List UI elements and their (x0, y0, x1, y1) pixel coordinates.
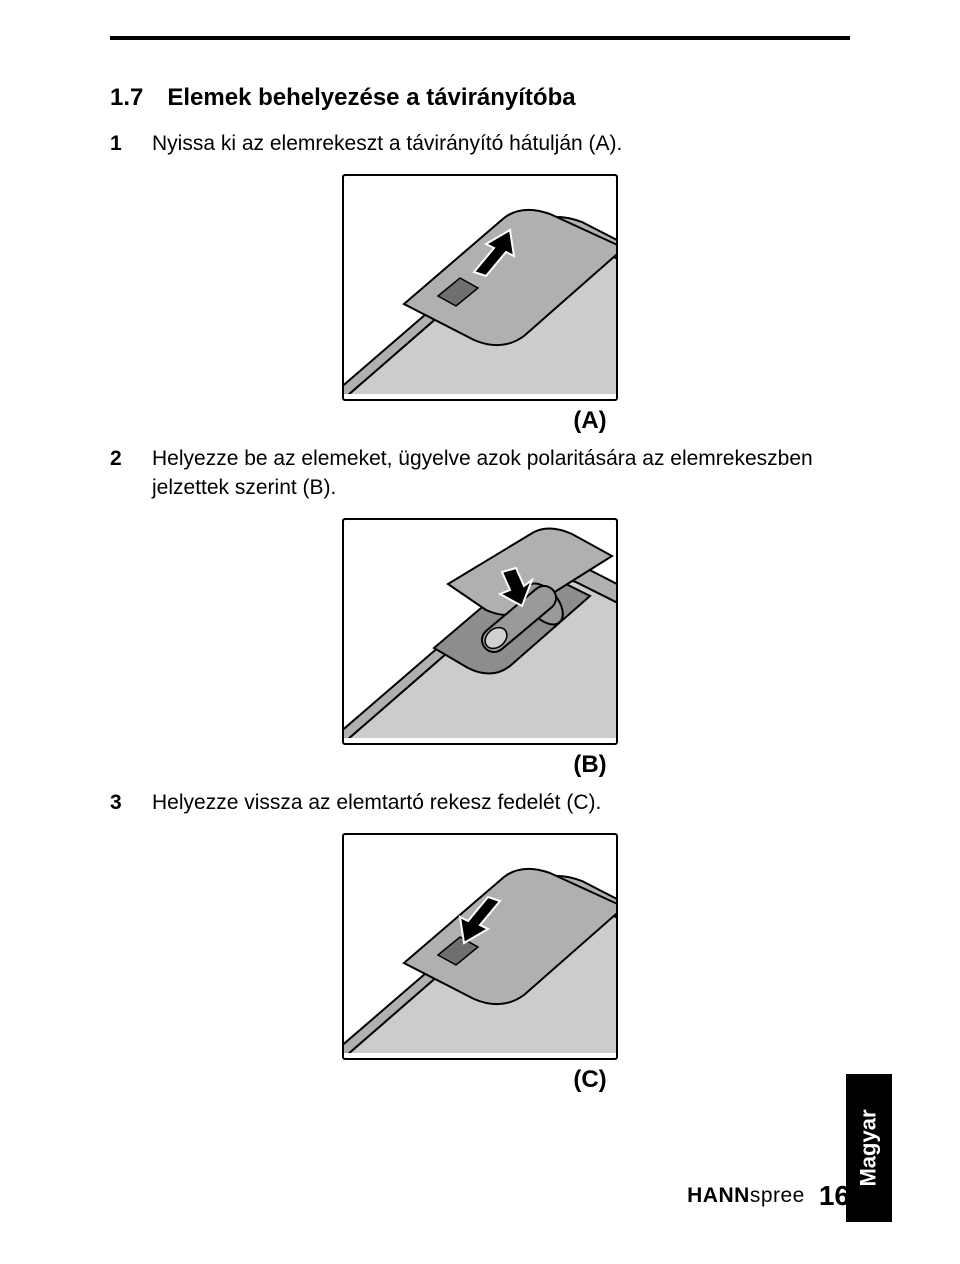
language-tab-label: Magyar (856, 1109, 882, 1186)
step-number: 3 (110, 791, 128, 815)
heading-text: Elemek behelyezése a távirányítóba (167, 84, 575, 112)
remote-diagram-b (344, 520, 616, 738)
page: 1.7 Elemek behelyezése a távirányítóba 1… (0, 0, 960, 1264)
figure-a (342, 174, 618, 401)
step-number: 2 (110, 447, 128, 471)
brand-logo: HANNspree (687, 1184, 805, 1208)
footer: HANNspree 16 (687, 1180, 850, 1212)
step-1: 1 Nyissa ki az elemrekeszt a távirányító… (110, 130, 850, 158)
remote-diagram-a (344, 176, 616, 394)
brand-bold: HANN (687, 1184, 750, 1207)
step-text: Helyezze be az elemeket, ügyelve azok po… (152, 445, 850, 502)
heading-number: 1.7 (110, 84, 143, 112)
page-number: 16 (819, 1180, 850, 1212)
content: 1.7 Elemek behelyezése a távirányítóba 1… (110, 0, 850, 1094)
section-heading: 1.7 Elemek behelyezése a távirányítóba (110, 84, 850, 112)
step-2: 2 Helyezze be az elemeket, ügyelve azok … (110, 445, 850, 502)
figure-c (342, 833, 618, 1060)
step-text: Nyissa ki az elemrekeszt a távirányító h… (152, 130, 622, 158)
figure-b (342, 518, 618, 745)
step-3: 3 Helyezze vissza az elemtartó rekesz fe… (110, 789, 850, 817)
figure-b-wrap: (B) (110, 518, 850, 779)
figure-b-label: (B) (573, 751, 606, 779)
figure-c-label: (C) (573, 1066, 606, 1094)
top-rule (110, 36, 850, 40)
figure-c-wrap: (C) (110, 833, 850, 1094)
brand-light: spree (750, 1184, 805, 1207)
step-number: 1 (110, 132, 128, 156)
figure-a-wrap: (A) (110, 174, 850, 435)
figure-a-label: (A) (573, 407, 606, 435)
language-tab: Magyar (846, 1074, 892, 1222)
remote-diagram-c (344, 835, 616, 1053)
step-text: Helyezze vissza az elemtartó rekesz fede… (152, 789, 601, 817)
